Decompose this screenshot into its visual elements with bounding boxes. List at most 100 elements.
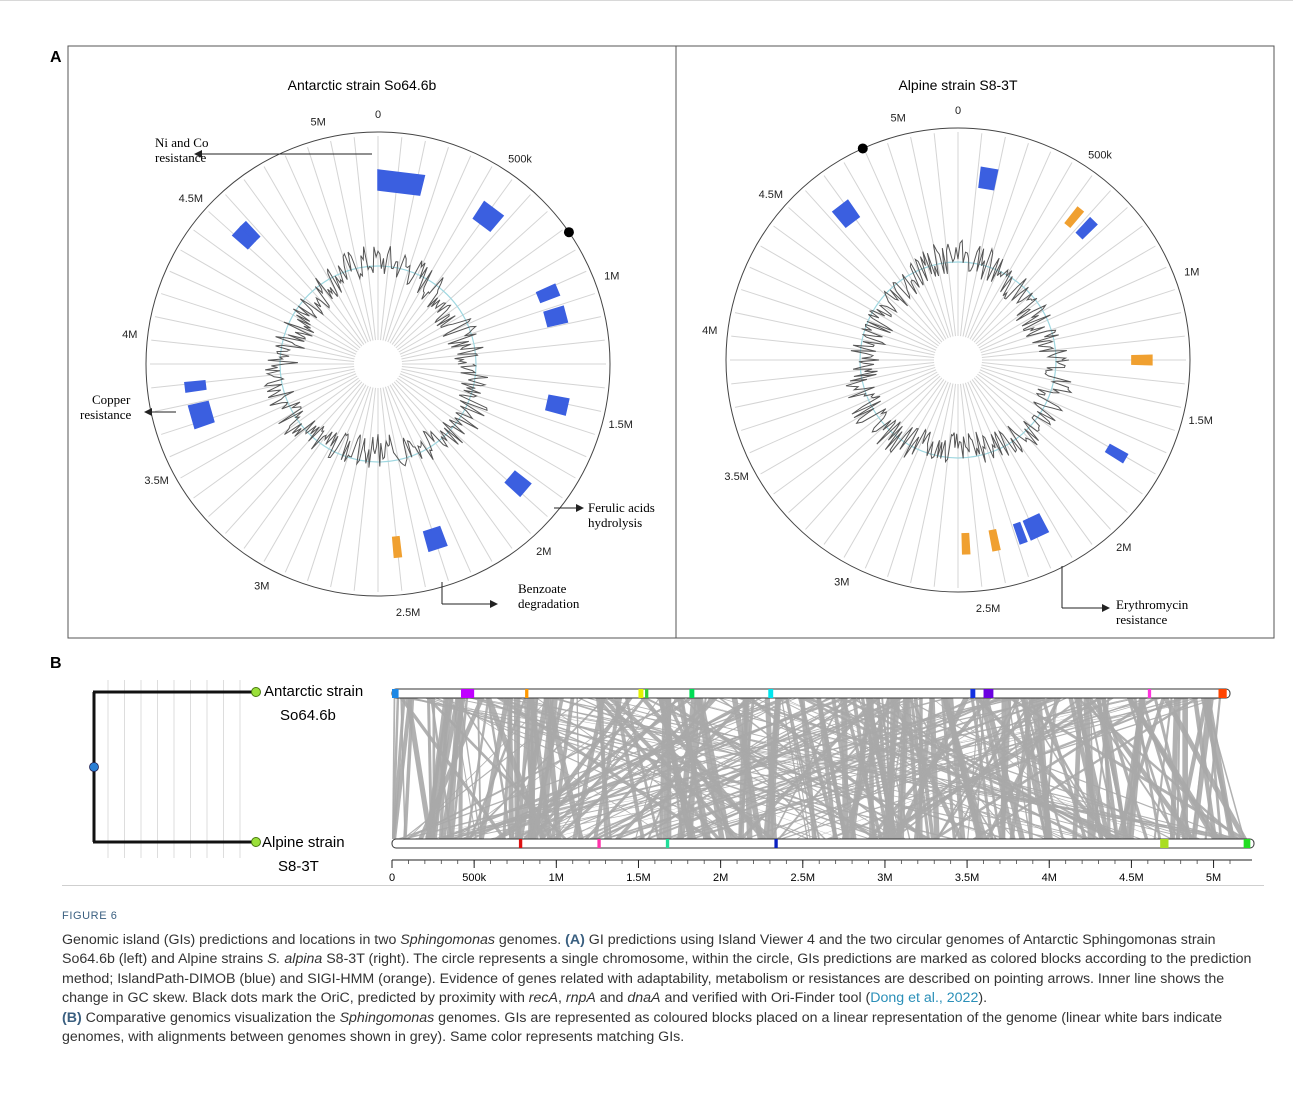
svg-text:Benzoate: Benzoate: [518, 581, 567, 596]
radial-gridline: [731, 362, 935, 385]
alignment-band: [802, 698, 1202, 839]
axis-tick-label: 3M: [877, 872, 892, 884]
radial-gridline: [263, 384, 367, 562]
radial-gridline: [307, 386, 372, 581]
alignment-band: [738, 698, 880, 839]
radial-gridline: [284, 155, 369, 343]
alignment-band: [527, 698, 793, 839]
alignment-band: [458, 698, 464, 839]
genome-bar-bottom: [391, 838, 1255, 849]
alignment-band: [738, 698, 749, 839]
circle-tick-label: 2.5M: [976, 603, 1000, 615]
island-blue: [239, 220, 261, 243]
axis-tick-label: 0: [389, 872, 395, 884]
axis-tick-label: 500k: [462, 872, 486, 884]
island-blue: [504, 470, 532, 498]
strain-bottom-line2: S8-3T: [278, 858, 319, 875]
radial-gridline: [243, 179, 365, 345]
genome-alignments: [392, 698, 1249, 839]
island-orange: [961, 532, 971, 555]
alignment-band: [452, 698, 850, 839]
radial-gridline: [180, 249, 358, 353]
genomic-island-block: [689, 689, 695, 698]
radial-gridline: [353, 137, 376, 341]
alignment-band: [647, 698, 711, 839]
radial-gridline: [193, 377, 359, 499]
svg-text:hydrolysis: hydrolysis: [588, 515, 642, 530]
island-blue: [422, 525, 448, 553]
radial-gridline: [788, 375, 941, 513]
genomic-island-block: [774, 839, 778, 848]
radial-gridline: [979, 369, 1167, 454]
island-blue: [831, 199, 861, 229]
radial-gridline: [391, 179, 513, 345]
alignment-band: [678, 698, 1200, 839]
radial-gridline: [154, 316, 355, 360]
genomic-island-block: [645, 689, 649, 698]
oric-dot: [857, 143, 868, 154]
radial-gridline: [967, 151, 1052, 339]
island-blue: [978, 166, 999, 191]
radial-gridline: [193, 229, 359, 351]
genomic-island-block: [392, 689, 399, 698]
alignment-band: [975, 698, 985, 839]
radial-gridline: [161, 293, 356, 358]
radial-gridline: [401, 368, 602, 412]
circle-tick-label: 4.5M: [759, 189, 783, 201]
alignment-band: [400, 698, 406, 839]
gc-skew-line: [263, 246, 488, 468]
gc-skew-baseline: [859, 261, 1057, 459]
radial-gridline: [962, 136, 1006, 337]
alignment-band: [1089, 698, 1095, 839]
island-blue: [187, 400, 215, 430]
alignment-band: [493, 698, 694, 839]
left-circular-genome: 0 500k 1M 1.5M 2M 2.5M 3M 3.5M 4M 4.5M 5M: [122, 109, 633, 619]
radial-gridline: [933, 133, 956, 337]
svg-text:Erythromycin: Erythromycin: [1116, 597, 1189, 612]
annotation-copper: Copper resistance: [80, 392, 176, 422]
radial-gridline: [979, 266, 1167, 351]
circle-tick-label: 3M: [254, 580, 269, 592]
radial-gridline: [980, 366, 1175, 431]
caption-text: Genomic island (GIs) predictions and loc…: [62, 931, 1252, 1046]
island-blue: [184, 379, 207, 393]
radial-gridline: [395, 211, 548, 349]
svg-text:resistance: resistance: [155, 150, 206, 165]
alignment-band: [531, 698, 646, 839]
radial-gridline: [397, 229, 563, 351]
radial-gridline: [749, 369, 937, 454]
radial-gridline: [749, 266, 937, 351]
circle-tick-label: 1M: [1184, 266, 1199, 278]
island-orange: [1131, 354, 1153, 366]
radial-gridline: [964, 143, 1029, 338]
radial-gridline: [208, 379, 361, 517]
alignment-band: [849, 698, 1123, 839]
alignment-band: [1204, 698, 1222, 839]
alignment-band: [614, 698, 751, 839]
svg-text:Ferulic acids: Ferulic acids: [588, 500, 655, 515]
radial-gridline: [823, 379, 945, 545]
radial-gridline: [773, 225, 939, 347]
genomic-island-block: [518, 839, 523, 848]
radial-gridline: [169, 270, 357, 355]
panel-a-label: A: [50, 49, 62, 66]
island-blue: [1022, 513, 1050, 541]
alignment-band: [594, 698, 905, 839]
caption-divider: [62, 885, 1264, 886]
reference-link[interactable]: Dong et al., 2022: [870, 990, 979, 1006]
radial-gridline: [933, 383, 956, 587]
radial-gridline: [393, 381, 531, 534]
radial-gridline: [910, 383, 954, 584]
radial-gridline: [389, 384, 493, 562]
top-genomic-islands: [392, 689, 1227, 698]
alignment-band: [1030, 698, 1053, 839]
alignment-band: [936, 698, 1019, 839]
radial-gridline: [330, 140, 374, 341]
radial-gridline: [967, 381, 1052, 569]
axis-tick-label: 2.5M: [791, 872, 815, 884]
circle-tick-label: 2.5M: [396, 607, 420, 619]
svg-text:resistance: resistance: [80, 407, 131, 422]
radial-gridline: [760, 371, 938, 475]
strain-top-line1: Antarctic strain: [264, 683, 363, 700]
radial-gridline: [971, 379, 1093, 545]
